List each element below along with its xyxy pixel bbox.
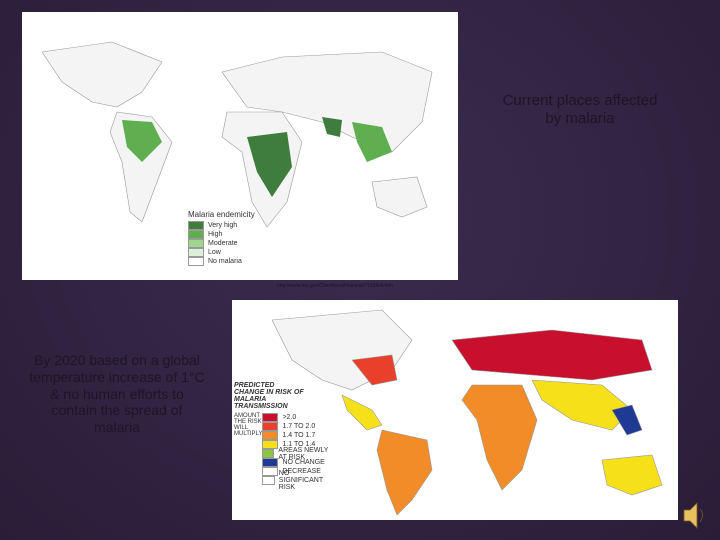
legend-item: 1.4 TO 1.7 (262, 431, 334, 440)
current-map-drawing (41, 41, 433, 228)
legend-item: NO SIGNIFICANT RISK (262, 470, 334, 491)
bottom-caption: By 2020 based on a global temperature in… (29, 352, 205, 436)
legend-items: >2.0 1.7 TO 2.0 1.4 TO 1.7 1.1 TO 1.4 AREAS … (262, 413, 334, 491)
legend-item: AREAS NEWLY AT RISK (262, 446, 334, 461)
legend-label: NO CHANGE (282, 459, 325, 466)
current-map: Malaria endemicity Very high High Moderate… (22, 12, 458, 280)
legend-item: NO CHANGE (262, 458, 334, 467)
legend-swatch (262, 431, 279, 440)
legend-swatch (262, 449, 275, 458)
legend-items: Very high High Moderate Low No malaria (188, 221, 255, 266)
legend-label: 1.4 TO 1.7 (282, 432, 316, 439)
legend-swatch (262, 458, 279, 467)
legend-label: AREAS NEWLY AT RISK (278, 446, 329, 461)
legend-swatch (188, 230, 204, 239)
legend-label: High (208, 231, 223, 238)
legend-label: Very high (208, 222, 238, 229)
legend-label: 1.7 TO 2.0 (282, 423, 316, 430)
legend-swatch (188, 221, 204, 230)
legend-title: Malaria endemicity (188, 210, 255, 219)
legend-item: >2.0 (262, 413, 334, 422)
legend-item: DECREASE (262, 467, 334, 476)
legend-item: Low (188, 248, 255, 257)
future-map-drawing (271, 309, 663, 516)
legend-swatch (188, 248, 204, 257)
legend-label: Low (208, 249, 221, 256)
legend-label: >2.0 (282, 414, 297, 421)
legend-subtitle: AMOUNT THE RISK WILL MULTIPLY (234, 413, 263, 437)
legend-item: No malaria (188, 257, 255, 266)
legend-label: DECREASE (282, 468, 321, 475)
future-legend: PREDICTED CHANGE IN RISK OF MALARIA TRAN… (234, 382, 334, 491)
legend-swatch (262, 413, 279, 422)
legend-swatch (188, 257, 204, 266)
legend-label: Moderate (208, 240, 238, 247)
legend-swatch (262, 422, 279, 431)
legend-item: Very high (188, 221, 255, 230)
current-legend: Malaria endemicity Very high High Moderate… (188, 210, 255, 266)
legend-item: High (188, 230, 255, 239)
legend-swatch (262, 467, 279, 476)
legend-item: 1.7 TO 2.0 (262, 422, 334, 431)
legend-label: NO SIGNIFICANT RISK (278, 470, 323, 491)
legend-title: PREDICTED CHANGE IN RISK OF MALARIA TRAN… (234, 382, 304, 410)
legend-swatch (262, 440, 279, 449)
legend-label: No malaria (208, 258, 242, 265)
legend-item: 1.1 TO 1.4 (262, 440, 334, 449)
legend-label: 1.1 TO 1.4 (282, 441, 316, 448)
legend-swatch (188, 239, 204, 248)
source-url: http://www.fda.gov/Cber/blood/malaria071… (277, 283, 393, 289)
speaker-icon (683, 502, 703, 529)
future-map: PREDICTED CHANGE IN RISK OF MALARIA TRAN… (232, 300, 678, 520)
top-caption: Current places affected by malaria (502, 92, 658, 127)
legend-item: Moderate (188, 239, 255, 248)
legend-swatch (262, 476, 275, 485)
